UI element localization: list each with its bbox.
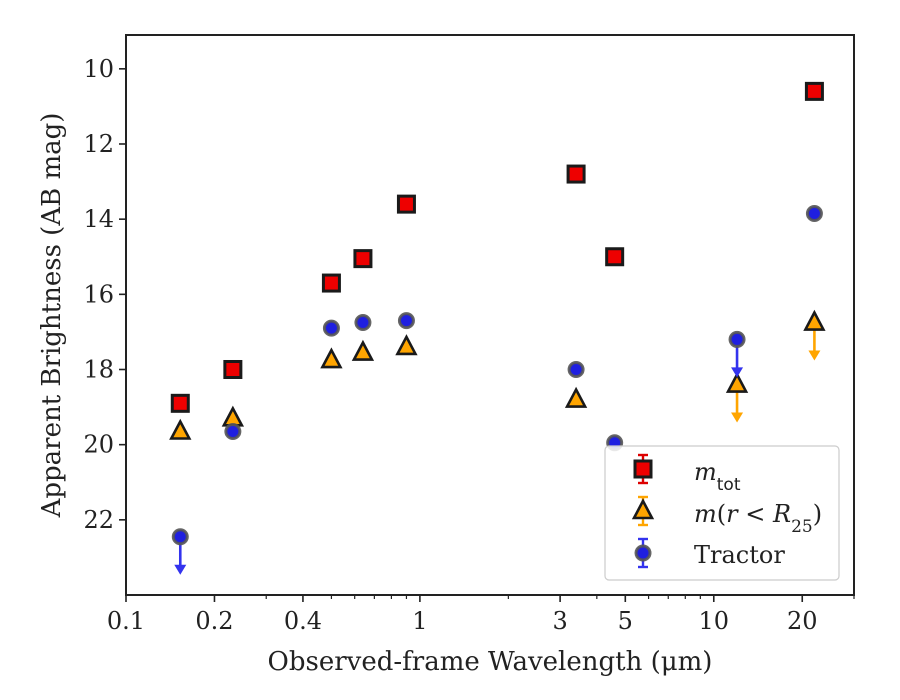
m_r25-point — [803, 309, 826, 331]
m_r25-point — [351, 339, 375, 361]
tractor-point — [805, 205, 823, 223]
y-axis-label: Apparent Brightness (AB mag) — [37, 113, 67, 519]
m_tot-point — [396, 194, 416, 214]
legend-label-mtot: mtot — [694, 458, 741, 495]
tractor-point — [397, 312, 415, 330]
legend-marker-m_r25 — [631, 498, 655, 520]
x-tick-label: 3 — [552, 607, 567, 635]
m_r25-point — [395, 334, 418, 356]
axis-ticks: 0.1 0.2 0.4 1 3 5 10 20 10 12 14 16 18 20 22 — [83, 55, 855, 635]
legend-label-mr25: m(r < R25) — [694, 500, 822, 537]
m_tot-point — [566, 164, 586, 184]
m_tot-point — [223, 359, 243, 379]
legend-handles — [631, 453, 655, 569]
upper-limit-arrow-head — [731, 412, 744, 423]
x-tick-label: 5 — [618, 607, 633, 635]
m_tot-point — [605, 247, 625, 267]
m_r25-point — [725, 371, 749, 393]
x-axis-label: Observed-frame Wavelength (μm) — [268, 647, 713, 677]
y-tick-label: 18 — [83, 355, 114, 383]
tractor-point — [728, 330, 746, 348]
m_tot-point — [170, 393, 190, 413]
legend-marker-tractor — [634, 544, 652, 562]
data-marks — [169, 81, 826, 575]
x-tick-label: 0.2 — [195, 607, 233, 635]
m_r25-point — [169, 418, 192, 440]
y-tick-label: 10 — [83, 55, 114, 83]
x-tick-label: 20 — [787, 607, 818, 635]
tractor-point — [354, 314, 372, 332]
m_r25-point — [564, 386, 588, 408]
upper-limit-arrow-head — [731, 367, 744, 378]
legend-marker-m_tot — [633, 459, 653, 479]
m_tot-point — [321, 273, 341, 293]
upper-limit-arrow-head — [808, 350, 821, 361]
x-tick-label: 0.4 — [284, 607, 322, 635]
legend-box — [604, 445, 840, 581]
tractor-point — [322, 319, 340, 337]
upper-limit-arrow-head — [174, 564, 187, 575]
y-tick-label: 12 — [83, 130, 114, 158]
x-tick-label: 0.1 — [107, 607, 145, 635]
plot-frame — [125, 34, 855, 596]
m_tot-point — [804, 81, 824, 101]
m_tot-point — [353, 249, 373, 269]
tractor-point — [567, 360, 585, 378]
y-tick-label: 22 — [83, 506, 114, 534]
y-tick-label: 14 — [83, 205, 114, 233]
y-tick-label: 20 — [83, 431, 114, 459]
legend: mtot m(r < R25) Tractor — [604, 445, 840, 581]
m_r25-point — [320, 347, 343, 369]
legend-label-tractor: Tractor — [694, 541, 785, 569]
tractor-point — [171, 528, 189, 546]
tractor-point — [224, 423, 242, 441]
x-tick-label: 1 — [412, 607, 427, 635]
y-tick-label: 16 — [83, 280, 114, 308]
x-tick-label: 10 — [699, 607, 730, 635]
